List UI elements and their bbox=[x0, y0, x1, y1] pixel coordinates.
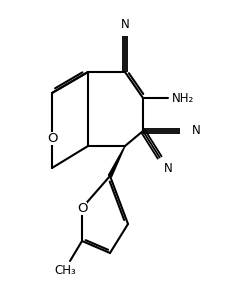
Polygon shape bbox=[108, 146, 125, 177]
Text: NH₂: NH₂ bbox=[172, 92, 194, 106]
Text: CH₃: CH₃ bbox=[54, 263, 76, 277]
Text: N: N bbox=[164, 162, 172, 174]
Text: N: N bbox=[192, 125, 201, 137]
Text: O: O bbox=[77, 201, 87, 215]
Text: O: O bbox=[47, 132, 57, 144]
Text: N: N bbox=[121, 18, 129, 32]
